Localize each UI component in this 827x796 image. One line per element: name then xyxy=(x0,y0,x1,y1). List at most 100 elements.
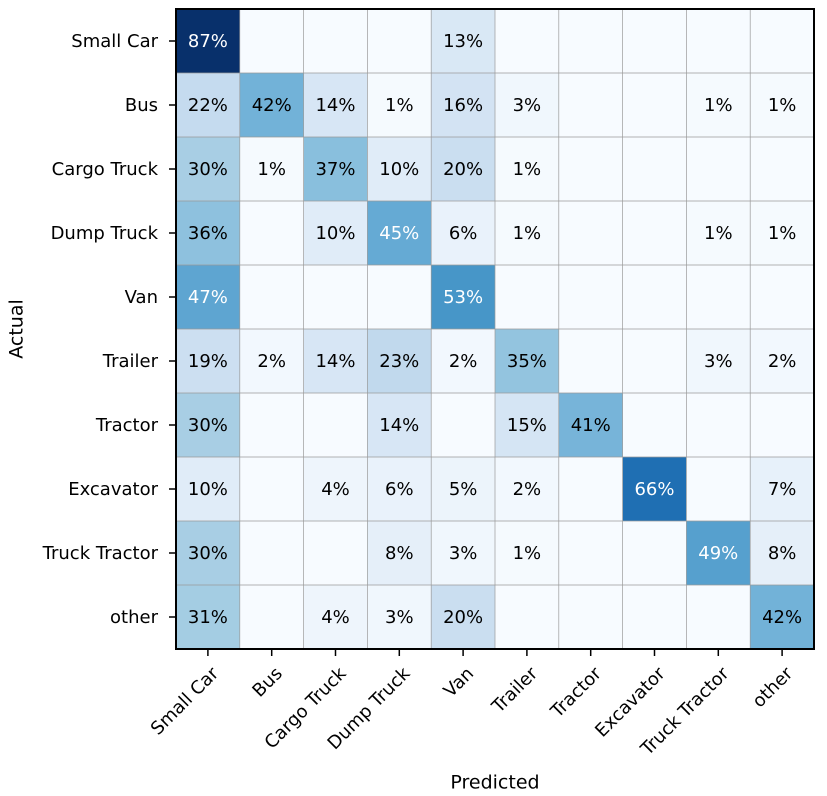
x-tick-label: Van xyxy=(440,663,478,701)
heatmap-cells xyxy=(176,9,815,650)
cell-value-label: 42% xyxy=(762,607,802,628)
heatmap-cell xyxy=(495,457,560,522)
heatmap-cell xyxy=(303,9,368,74)
cell-value-label: 3% xyxy=(385,607,414,628)
heatmap-cell xyxy=(558,585,624,650)
cell-value-label: 36% xyxy=(188,223,228,244)
heatmap-cell xyxy=(686,137,751,202)
heatmap-cell xyxy=(367,521,432,586)
cell-value-label: 42% xyxy=(252,95,292,116)
heatmap-cell xyxy=(239,201,305,266)
heatmap-cell xyxy=(750,585,815,650)
heatmap-cell xyxy=(495,393,560,458)
heatmap-cell xyxy=(431,585,496,650)
heatmap-cell xyxy=(686,457,751,522)
heatmap-cell xyxy=(495,73,560,138)
heatmap-cell xyxy=(239,329,305,394)
cell-value-label: 1% xyxy=(704,95,733,116)
heatmap-cell xyxy=(367,9,432,74)
cell-value-label: 14% xyxy=(315,95,355,116)
heatmap-cell xyxy=(303,201,368,266)
cell-value-label: 30% xyxy=(188,159,228,180)
heatmap-cell xyxy=(176,137,241,202)
cell-value-label: 8% xyxy=(768,543,797,564)
x-tick-label: Small Car xyxy=(147,663,224,740)
heatmap-cell xyxy=(622,137,687,202)
heatmap-cell xyxy=(176,457,241,522)
cell-value-label: 6% xyxy=(385,479,414,500)
cell-value-label: 3% xyxy=(513,95,542,116)
heatmap-cell xyxy=(303,585,368,650)
heatmap-cell xyxy=(239,9,305,74)
cell-value-label: 66% xyxy=(634,479,674,500)
heatmap-cell xyxy=(750,521,815,586)
heatmap-cell xyxy=(750,73,815,138)
cell-value-label: 30% xyxy=(188,543,228,564)
heatmap-cell xyxy=(367,393,432,458)
heatmap-cell xyxy=(431,393,496,458)
heatmap-cell xyxy=(431,73,496,138)
heatmap-cell xyxy=(622,201,687,266)
cell-value-label: 10% xyxy=(379,159,419,180)
heatmap-cell xyxy=(622,73,687,138)
heatmap-cell xyxy=(367,201,432,266)
cell-value-label: 14% xyxy=(379,415,419,436)
cell-value-label: 1% xyxy=(385,95,414,116)
heatmap-cell xyxy=(495,329,560,394)
heatmap-cell xyxy=(750,457,815,522)
heatmap-cell xyxy=(239,521,305,586)
heatmap-cell xyxy=(303,457,368,522)
heatmap-cell xyxy=(558,521,624,586)
heatmap-cell xyxy=(303,329,368,394)
cell-value-label: 2% xyxy=(768,351,797,372)
y-tick-label: Small Car xyxy=(71,31,158,52)
heatmap-cell xyxy=(558,9,624,74)
cell-value-label: 1% xyxy=(768,95,797,116)
heatmap-cell xyxy=(686,73,751,138)
heatmap-cell xyxy=(686,201,751,266)
x-axis-title: Predicted xyxy=(450,772,539,794)
cell-value-label: 31% xyxy=(188,607,228,628)
heatmap-cell xyxy=(558,201,624,266)
cell-value-label: 3% xyxy=(704,351,733,372)
cell-value-label: 19% xyxy=(188,351,228,372)
cell-value-label: 22% xyxy=(188,95,228,116)
cell-value-label: 3% xyxy=(449,543,478,564)
heatmap-cell xyxy=(176,393,241,458)
heatmap-cell xyxy=(622,457,687,522)
heatmap-cell xyxy=(431,137,496,202)
heatmap-cell xyxy=(622,521,687,586)
heatmap-cell xyxy=(622,329,687,394)
y-tick-label: Trailer xyxy=(102,351,159,372)
cell-value-label: 2% xyxy=(257,351,286,372)
cell-value-label: 45% xyxy=(379,223,419,244)
cell-value-label: 87% xyxy=(188,31,228,52)
cell-value-label: 2% xyxy=(513,479,542,500)
cell-value-label: 4% xyxy=(321,607,350,628)
cell-value-label: 5% xyxy=(449,479,478,500)
heatmap-cell xyxy=(558,137,624,202)
cell-value-label: 30% xyxy=(188,415,228,436)
heatmap-cell xyxy=(176,265,241,330)
heatmap-cell xyxy=(239,457,305,522)
heatmap-cell xyxy=(176,521,241,586)
cell-value-label: 53% xyxy=(443,287,483,308)
plot-frame xyxy=(175,8,815,650)
heatmap-gridlines xyxy=(176,9,814,649)
heatmap-cell xyxy=(495,137,560,202)
heatmap-cell xyxy=(239,137,305,202)
cell-value-label: 49% xyxy=(698,543,738,564)
heatmap-cell xyxy=(431,521,496,586)
heatmap-cell xyxy=(558,265,624,330)
cell-value-label: 20% xyxy=(443,159,483,180)
heatmap-cell xyxy=(176,73,241,138)
cell-value-label: 15% xyxy=(507,415,547,436)
heatmap-cell xyxy=(622,393,687,458)
heatmap-cell xyxy=(431,329,496,394)
cell-value-label: 1% xyxy=(513,159,542,180)
heatmap-cell xyxy=(239,73,305,138)
cell-value-label: 6% xyxy=(449,223,478,244)
heatmap-cell xyxy=(558,457,624,522)
heatmap-cell xyxy=(431,265,496,330)
x-tick-label: Trailer xyxy=(487,663,542,718)
